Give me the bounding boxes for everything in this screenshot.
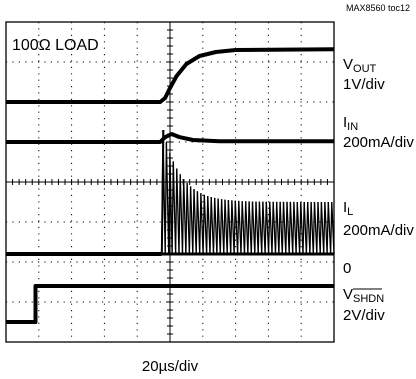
- vout-label-main: V: [343, 56, 353, 73]
- il-inrush-edge: [160, 129, 165, 255]
- iin-label-sub: IN: [347, 121, 358, 133]
- plot-frame: [5, 21, 335, 343]
- vshdn-scale: 2V/div: [343, 307, 385, 324]
- vshdn-label-main: V: [343, 286, 353, 303]
- time-scale-label: 20µs/div: [142, 358, 199, 375]
- il-zero-label: 0: [343, 260, 351, 277]
- load-annotation: 100Ω LOAD: [12, 37, 99, 54]
- il-scale: 200mA/div: [343, 222, 414, 239]
- iin-trace: [6, 132, 334, 144]
- il-label-main: I: [343, 199, 347, 216]
- vshdn-label-sub: SHDN: [353, 293, 384, 305]
- il-label-sub: L: [347, 206, 353, 218]
- vshdn-label: VSHDN: [343, 286, 384, 305]
- iin-label: IIN: [343, 114, 358, 133]
- figure-id: MAX8560 toc12: [346, 3, 410, 13]
- vout-trace: [6, 47, 335, 104]
- iin-label-main: I: [343, 114, 347, 131]
- vshdn-trace: [6, 284, 334, 324]
- vout-label: VOUT: [343, 56, 377, 75]
- iin-scale: 200mA/div: [343, 134, 414, 151]
- trace-layer: [6, 47, 335, 324]
- il-label: IL: [343, 199, 353, 218]
- vout-label-sub: OUT: [353, 63, 377, 75]
- vout-scale: 1V/div: [343, 76, 385, 93]
